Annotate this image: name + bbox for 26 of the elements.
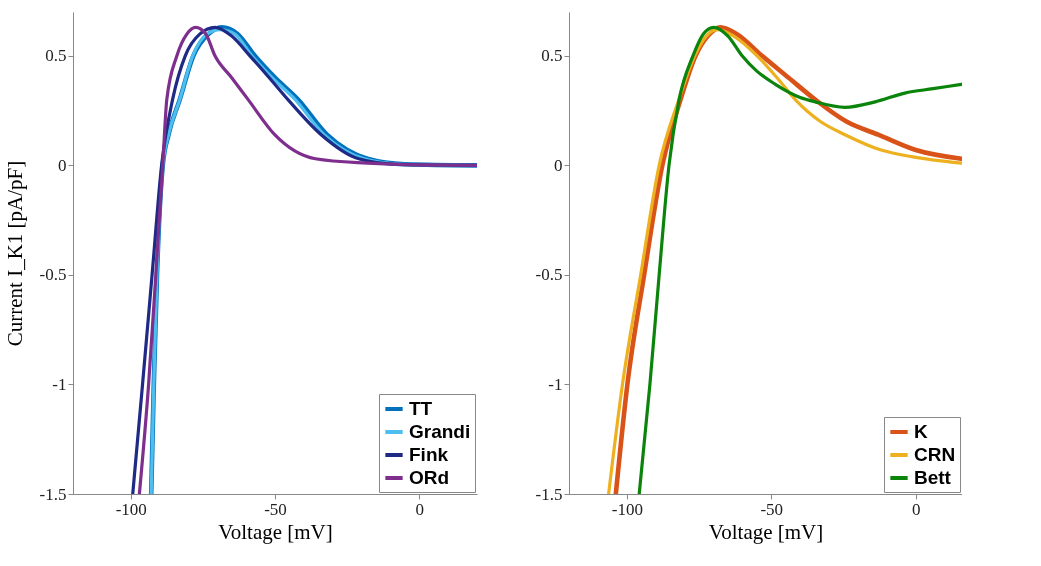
y-tick-label: 0.5	[541, 46, 563, 66]
x-tick-label: -50	[264, 499, 287, 519]
legend-label: K	[914, 421, 928, 442]
legend-label: ORd	[409, 467, 450, 488]
legend-label: TT	[409, 398, 433, 419]
x-tick-label: -100	[115, 499, 147, 519]
x-tick-label: 0	[912, 499, 921, 519]
legend-label: Grandi	[409, 421, 471, 442]
y-tick-label: -0.5	[39, 265, 67, 285]
y-tick-label: -1	[52, 374, 67, 394]
x-tick-label: 0	[415, 499, 425, 519]
x-tick-label: -50	[760, 499, 784, 519]
y-tick-label: -1	[548, 374, 563, 394]
x-axis-title: Voltage [mV]	[218, 519, 333, 544]
legend-label: Fink	[409, 444, 449, 465]
y-tick-label: -1.5	[535, 484, 563, 504]
y-tick-label: -1.5	[39, 484, 67, 504]
y-tick-label: 0	[554, 155, 563, 175]
y-tick-label: -0.5	[535, 265, 563, 285]
legend-label: CRN	[914, 444, 956, 465]
x-axis-title: Voltage [mV]	[708, 519, 824, 544]
legend-label: Bett	[914, 467, 952, 488]
y-tick-label: 0.5	[45, 46, 67, 66]
y-axis-title: Current I_K1 [pA/pF]	[2, 160, 27, 347]
y-tick-label: 0	[58, 155, 67, 175]
x-tick-label: -100	[611, 499, 643, 519]
